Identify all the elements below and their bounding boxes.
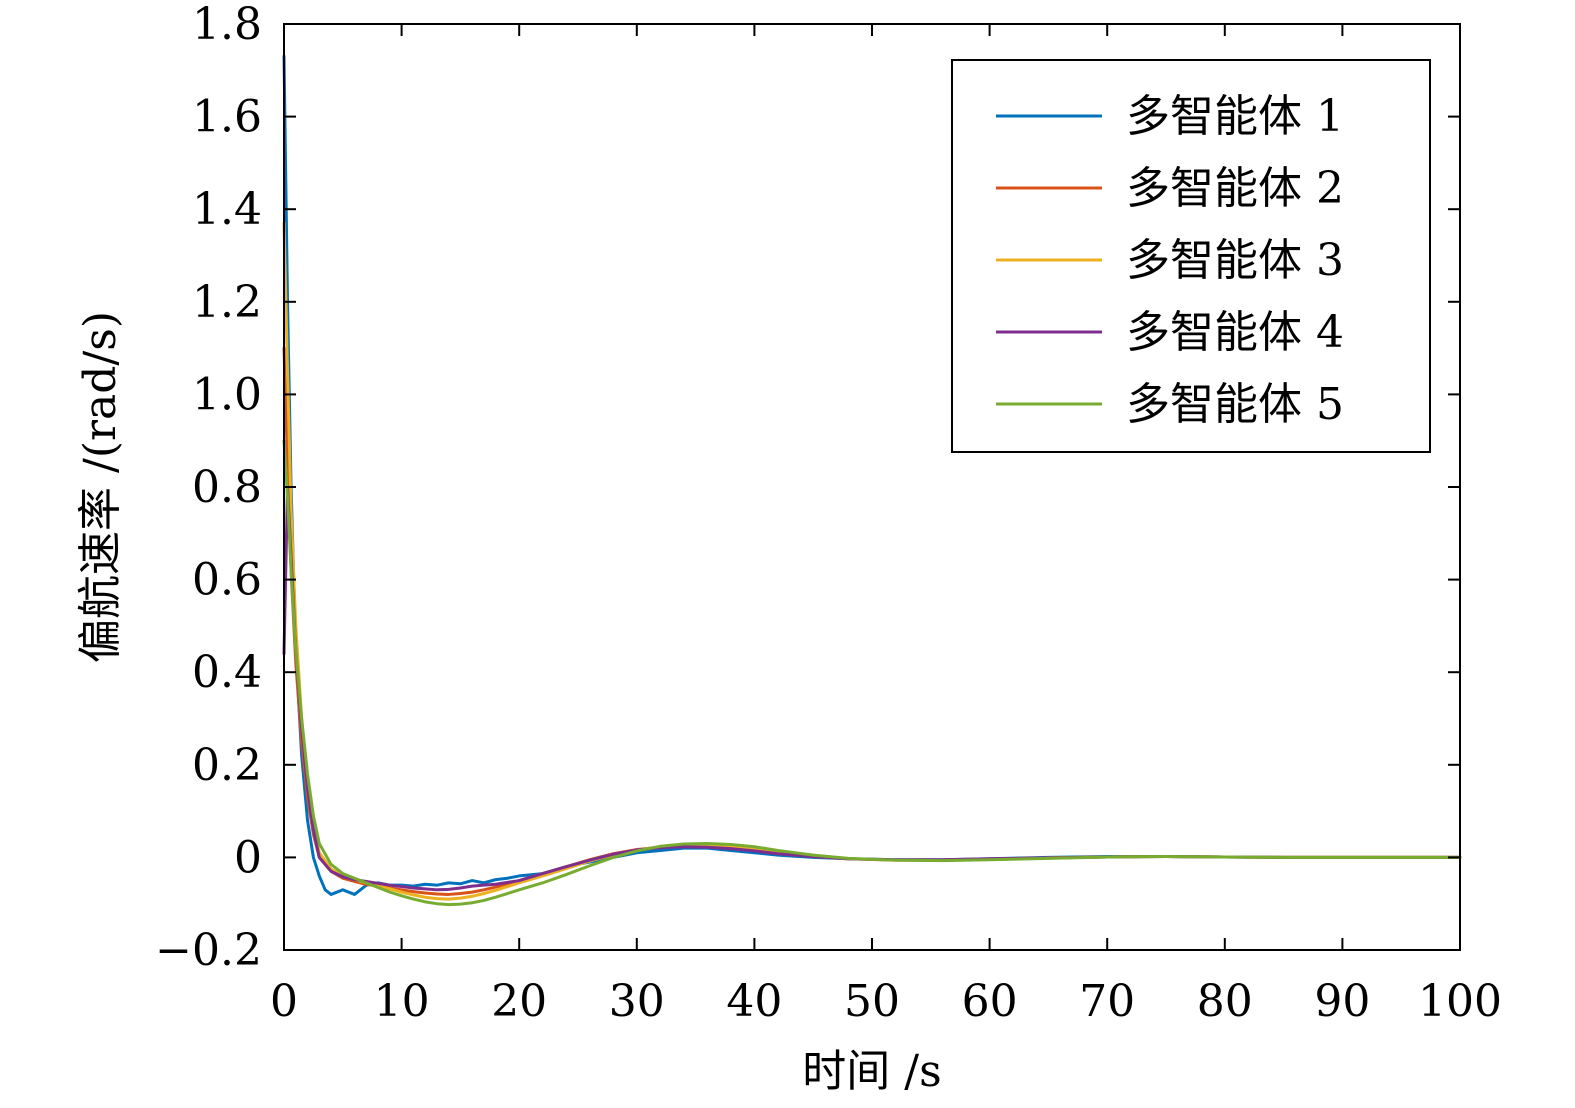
legend-items: 多智能体 1 多智能体 2 多智能体 3 多智能体 4 多智能体 5 xyxy=(996,91,1344,430)
y-tick-label: 1.0 xyxy=(192,369,262,420)
y-tick-label: 1.4 xyxy=(192,184,262,235)
series-line-5 xyxy=(282,439,1462,907)
x-tick-label: 60 xyxy=(962,976,1018,1027)
x-tick-label: 50 xyxy=(844,976,900,1027)
x-tick-label: 10 xyxy=(374,976,430,1027)
legend-label-5: 多智能体 5 xyxy=(1126,379,1344,430)
y-tick-label: 0.4 xyxy=(192,647,262,698)
legend-label-3: 多智能体 3 xyxy=(1126,235,1344,286)
legend-label-4: 多智能体 4 xyxy=(1126,307,1344,358)
x-tick-label: 0 xyxy=(270,976,298,1027)
y-tick-label: 1.2 xyxy=(192,277,262,328)
legend: 多智能体 1 多智能体 2 多智能体 3 多智能体 4 多智能体 5 xyxy=(951,59,1431,453)
y-axis-label: 偏航速率 /(rad/s) xyxy=(75,311,126,663)
y-tick-label: 0.6 xyxy=(192,555,262,606)
x-tick-label: 70 xyxy=(1079,976,1135,1027)
legend-label-1: 多智能体 1 xyxy=(1126,91,1344,142)
legend-label-2: 多智能体 2 xyxy=(1126,163,1344,214)
y-tick-label: 0 xyxy=(234,832,262,883)
legend-box xyxy=(951,59,1431,453)
y-tick-label: 1.6 xyxy=(192,92,262,143)
x-axis-label: 时间 /s xyxy=(802,1046,941,1097)
y-tick-label: 0.8 xyxy=(192,462,262,513)
x-tick-labels: 0 10 20 30 40 50 60 70 80 90 100 xyxy=(270,976,1502,1027)
y-tick-label: 0.2 xyxy=(192,740,262,791)
series-layer xyxy=(282,54,1462,907)
tick-layer xyxy=(283,23,1461,951)
y-tick-labels: −0.2 0 0.2 0.4 0.6 0.8 1.0 1.2 1.4 1.6 1.8 xyxy=(155,0,262,976)
x-tick-label: 80 xyxy=(1197,976,1253,1027)
x-tick-label: 100 xyxy=(1418,976,1502,1027)
x-tick-label: 20 xyxy=(491,976,547,1027)
y-tick-label: 1.8 xyxy=(192,0,262,50)
y-tick-label: −0.2 xyxy=(155,925,262,976)
x-tick-label: 90 xyxy=(1314,976,1370,1027)
x-tick-label: 40 xyxy=(726,976,782,1027)
x-tick-label: 30 xyxy=(609,976,665,1027)
